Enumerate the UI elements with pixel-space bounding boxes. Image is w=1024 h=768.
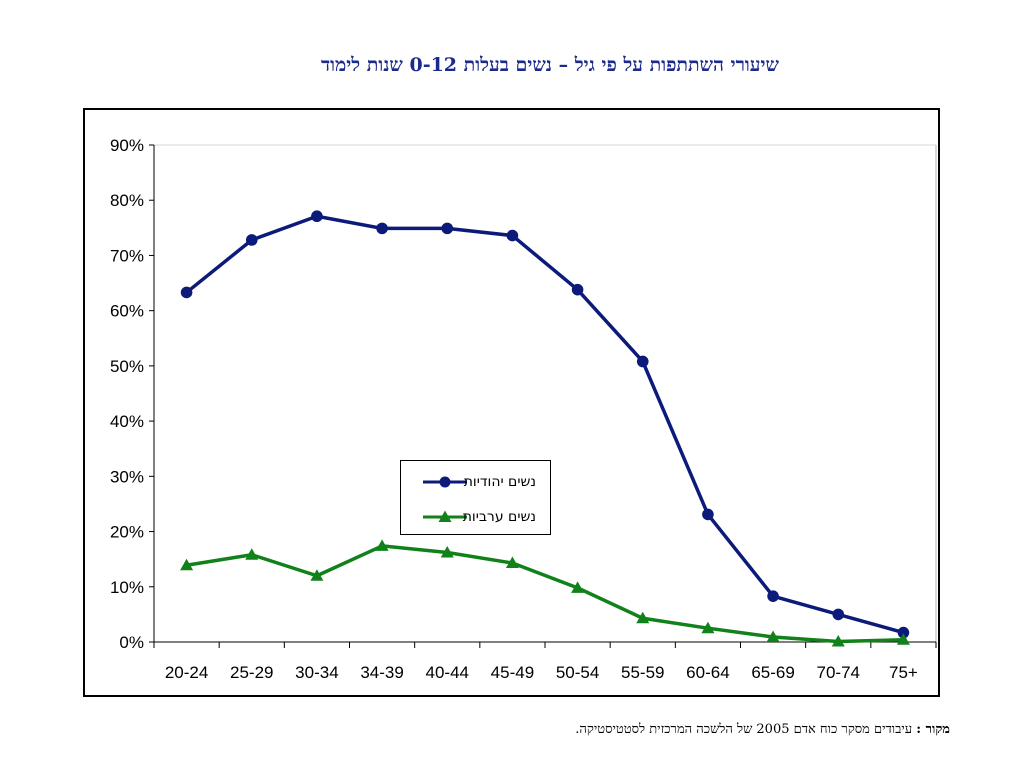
data-point-circle [245, 234, 258, 246]
y-tick-label: 0% [119, 633, 144, 652]
x-tick-label: 25-29 [230, 663, 273, 682]
x-tick-label: 70-74 [817, 663, 860, 682]
x-tick-label: 45-49 [491, 663, 534, 682]
y-tick-label: 10% [110, 578, 144, 597]
data-point-circle [441, 222, 454, 235]
legend-label-arab: נשים ערביות [462, 509, 536, 525]
y-tick-label: 40% [110, 412, 144, 431]
data-point-circle [311, 210, 323, 223]
data-point-triangle [310, 569, 324, 581]
data-point-circle [376, 222, 388, 235]
data-point-triangle [245, 548, 259, 560]
source-note: מקור : עיבודים מסקר כוח אדם 2005 של הלשכ… [575, 721, 950, 737]
legend-label-jewish: נשים יהודיות [463, 474, 536, 490]
y-tick-label: 50% [110, 357, 144, 376]
x-tick-label: 30-34 [295, 663, 338, 682]
source-text: עיבודים מסקר כוח אדם 2005 של הלשכה המרכז… [575, 722, 913, 737]
data-point-circle [180, 286, 193, 299]
data-point-circle [832, 608, 845, 621]
data-point-triangle [896, 633, 910, 645]
x-tick-label: 55-59 [621, 663, 664, 682]
series-line-1 [186, 544, 904, 644]
y-tick-label: 20% [110, 523, 144, 542]
legend-marker-circle [423, 476, 467, 488]
data-point-triangle [571, 581, 585, 593]
data-point-circle [636, 355, 649, 368]
chart-area: 0% 10% 20% 30% 40% 50% 60% 70% 80% 90% 20-24 25-29 3… [83, 108, 940, 697]
y-tick-label: 80% [110, 191, 144, 210]
x-tick-label: 60-64 [686, 663, 729, 682]
series-line-0 [185, 214, 904, 635]
x-tick-label: 40-44 [426, 663, 469, 682]
data-point-triangle [440, 546, 454, 558]
x-tick-label: 34-39 [360, 663, 403, 682]
x-tick-label: 50-54 [556, 663, 599, 682]
data-point-circle [702, 508, 714, 521]
data-point-triangle [636, 611, 650, 624]
source-label: מקור : [916, 722, 950, 737]
x-tick-label: 65-69 [751, 663, 794, 682]
data-point-triangle [505, 556, 519, 569]
data-point-circle [767, 590, 779, 602]
y-tick-label: 30% [110, 467, 144, 486]
data-point-triangle [701, 621, 715, 634]
plot-svg: 0% 10% 20% 30% 40% 50% 60% 70% 80% 90% 20-24 25-29 3… [110, 136, 937, 682]
y-tick-label: 90% [110, 136, 144, 155]
data-point-triangle [375, 539, 389, 551]
data-point-circle [897, 626, 910, 639]
x-tick-label: 75+ [889, 663, 918, 682]
legend: נשים יהודיות נשים ערביות [400, 460, 551, 535]
legend-entry-arab: נשים ערביות [401, 505, 552, 529]
data-point-triangle [831, 634, 845, 647]
y-tick-label: 60% [110, 302, 144, 321]
legend-entry-jewish: נשים יהודיות [401, 470, 552, 494]
data-point-circle [571, 283, 584, 296]
data-point-triangle [180, 558, 194, 571]
chart-title: שיעורי השתתפות על פי גיל – נשים בעלות 0-… [321, 54, 779, 76]
data-point-triangle [766, 630, 780, 643]
data-point-circle [506, 229, 519, 242]
x-tick-label: 20-24 [165, 663, 208, 682]
y-tick-label: 70% [110, 246, 144, 265]
legend-marker-triangle [423, 510, 467, 522]
